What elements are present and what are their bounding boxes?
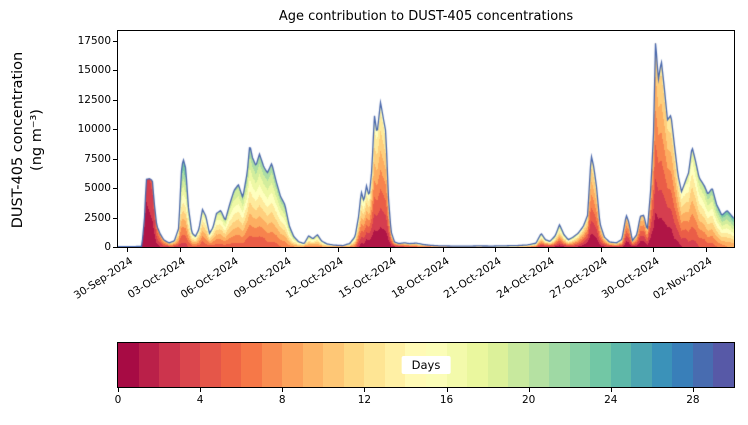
colorbar-tick-label: 16 [439,394,454,406]
colorbar-tick-mark [692,388,694,392]
y-tick-mark [113,217,117,219]
x-tick-mark [284,248,286,252]
x-tick-mark [495,248,497,252]
x-tick-label-text: 24-Oct-2024 [494,255,557,302]
y-axis-label-line1: DUST-405 concentration [10,51,26,229]
x-tick-mark [232,248,234,252]
colorbar-tick-mark [446,388,448,392]
colorbar-segment [692,343,714,387]
x-tick-mark [179,248,181,252]
x-tick-label-text: 15-Oct-2024 [336,255,399,302]
colorbar-tick-mark [118,388,119,392]
colorbar-segment [672,343,693,387]
colorbar-tick-label: 4 [196,394,204,406]
colorbar-tick-label: 0 [114,394,122,406]
y-tick-mark [113,41,117,42]
x-tick-label-text: 21-Oct-2024 [442,255,505,302]
x-tick-label-text: 12-Oct-2024 [284,255,347,302]
x-tick-mark [126,248,128,252]
colorbar-segment [261,343,283,387]
x-tick-label-text: 09-Oct-2024 [231,255,294,302]
colorbar-tick-mark [610,388,612,392]
colorbar-segment [138,343,160,387]
colorbar-tick-label: 24 [604,394,618,406]
y-tick-label: 10000 [77,123,111,136]
colorbar-segment [569,343,591,387]
colorbar-tick-mark [200,388,202,392]
colorbar-segment [179,343,201,387]
y-tick-label: 2500 [84,211,111,224]
y-tick-label: 17500 [77,35,111,47]
colorbar-segment [302,343,324,387]
x-tick-mark [600,248,602,252]
colorbar-label: Days [401,356,451,374]
y-axis-label: DUST-405 concentration (ng m⁻³) [9,18,47,262]
colorbar-segment [487,343,509,387]
colorbar-tick-label: 8 [278,394,286,406]
y-tick-mark [113,247,117,248]
y-tick-mark [113,99,117,101]
y-tick-label: 15000 [77,64,111,77]
colorbar [117,342,735,388]
x-tick-label-text: 06-Oct-2024 [178,255,241,302]
colorbar-segment [446,343,468,387]
colorbar-segment [384,343,406,387]
colorbar-segment [241,343,262,387]
x-tick-label-text: 30-Sep-2024 [72,255,136,302]
y-tick-mark [113,188,117,190]
y-tick-label: 0 [104,241,111,253]
colorbar-segment [528,343,550,387]
y-tick-mark [113,70,117,72]
colorbar-segment [651,343,673,387]
y-tick-label: 7500 [84,152,111,165]
age-stacked-area-canvas [118,31,734,247]
colorbar-tick-label: 20 [521,394,536,406]
x-tick-label-text: 03-Oct-2024 [126,255,189,302]
colorbar-segment [364,343,385,387]
x-tick-mark [653,248,655,252]
colorbar-segment [118,343,139,387]
colorbar-tick-mark [364,388,366,392]
x-tick-mark [337,248,339,252]
x-tick-label-text: 18-Oct-2024 [389,255,452,302]
colorbar-segment [631,343,652,387]
colorbar-segment [713,343,734,387]
colorbar-segment [323,343,344,387]
colorbar-segment [549,343,570,387]
y-tick-mark [113,129,117,131]
chart-title: Age contribution to DUST-405 concentrati… [278,9,574,24]
colorbar-segment [200,343,221,387]
x-tick-mark [390,248,392,252]
x-tick-mark [706,248,708,252]
x-tick-mark [548,248,550,252]
colorbar-tick-mark [282,388,284,392]
colorbar-segment [467,343,488,387]
colorbar-segment [590,343,611,387]
colorbar-segment [159,343,180,387]
colorbar-segment [343,343,365,387]
plot-area [117,30,735,248]
y-axis-label-line2: (ng m⁻³) [29,109,45,171]
colorbar-segment [282,343,303,387]
x-tick-label-text: 02-Nov-2024 [651,255,715,303]
y-tick-mark [113,158,117,160]
y-tick-label: 5000 [84,182,111,195]
x-tick-label-text: 27-Oct-2024 [547,255,610,302]
colorbar-segment [508,343,529,387]
y-tick-label: 12500 [77,93,111,106]
colorbar-segment [610,343,632,387]
x-tick-mark [442,248,444,252]
colorbar-segment [220,343,242,387]
colorbar-tick-label: 12 [357,394,372,406]
colorbar-tick-mark [528,388,530,392]
colorbar-tick-label: 28 [686,394,700,406]
